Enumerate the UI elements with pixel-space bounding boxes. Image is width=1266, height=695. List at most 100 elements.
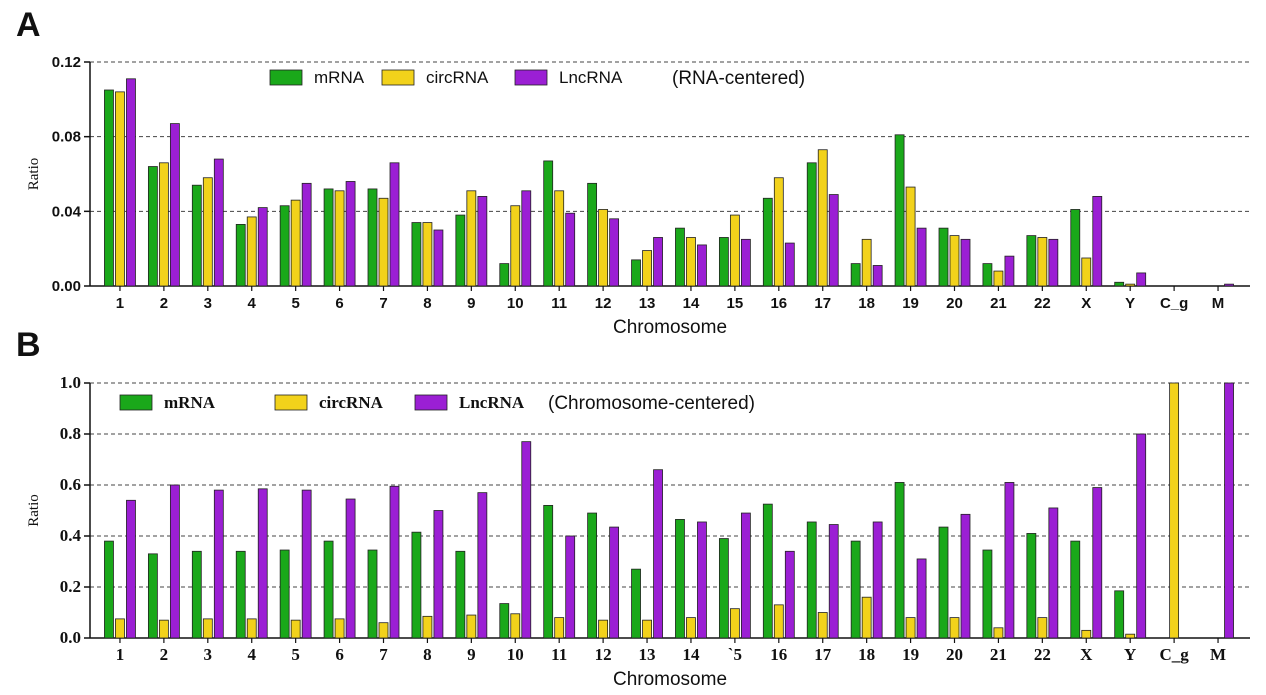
bar-circrna-19 [905, 617, 916, 639]
x-tick-label: 2 [160, 645, 169, 664]
bar-lncrna-15 [740, 238, 751, 287]
x-tick-label: 3 [204, 295, 212, 312]
x-tick-label: X [1080, 645, 1093, 664]
x-tick-label: 21 [990, 645, 1007, 664]
bar-mrna-9 [455, 550, 466, 639]
bar-lncrna-3 [213, 158, 224, 287]
bar-lncrna-13 [653, 237, 663, 287]
bar-mrna-13 [631, 259, 641, 287]
y-tick-label: 0.6 [60, 475, 81, 494]
x-tick-label: Y [1124, 645, 1136, 664]
bar-lncrna-17 [828, 194, 839, 287]
bar-lncrna-11 [565, 212, 576, 287]
x-tick-label: 10 [507, 645, 524, 664]
x-tick-label: Y [1125, 295, 1135, 312]
y-tick-label: 0.08 [52, 129, 81, 146]
bar-mrna-19 [894, 134, 905, 287]
bar-mrna-5 [279, 205, 290, 287]
bar-circrna-21 [993, 627, 1004, 639]
x-tick-label: 11 [551, 295, 567, 312]
bar-circrna-3 [202, 177, 213, 287]
bar-lncrna-17 [828, 524, 839, 639]
bar-circrna-4 [246, 216, 257, 287]
bar-circrna-8 [422, 222, 433, 287]
bar-lncrna-14 [697, 244, 707, 287]
bar-circrna-9 [466, 190, 477, 287]
bar-circrna-17 [817, 612, 828, 639]
x-tick-label: 22 [1034, 295, 1051, 312]
bar-circrna-6 [334, 618, 345, 639]
bar-circrna-11 [554, 190, 565, 287]
bar-circrna-12 [598, 209, 609, 287]
bar-lncrna-20 [960, 513, 971, 639]
bar-lncrna-18 [872, 521, 883, 639]
y-tick-label: 0.04 [52, 203, 82, 220]
bar-circrna-X [1081, 629, 1092, 639]
legend-label-mrna: mRNA [314, 68, 365, 87]
bar-circrna-20 [949, 235, 960, 287]
bar-lncrna-`5 [740, 512, 751, 639]
bar-mrna-3 [191, 550, 202, 639]
x-tick-label: 20 [946, 645, 963, 664]
bar-lncrna-8 [433, 229, 444, 287]
bar-mrna-12 [587, 182, 598, 287]
x-tick-label: 18 [858, 295, 875, 312]
bar-mrna-21 [982, 263, 993, 287]
x-tick-label: 13 [639, 645, 656, 664]
bar-mrna-3 [191, 184, 202, 287]
legend-swatch-mrna [119, 394, 153, 411]
bar-mrna-20 [938, 227, 949, 287]
bar-circrna-17 [817, 149, 828, 287]
bar-mrna-1 [104, 540, 114, 639]
bar-mrna-10 [499, 603, 510, 639]
x-tick-label: C_g [1159, 645, 1189, 664]
x-tick-label: 8 [423, 295, 431, 312]
x-tick-label: 13 [639, 295, 656, 312]
legend: mRNA circRNA LncRNA [119, 393, 525, 412]
bar-lncrna-M [1224, 283, 1234, 287]
y-axis-title: Ratio [26, 158, 42, 191]
bar-mrna-21 [982, 549, 993, 639]
bar-mrna-Y [1114, 281, 1125, 287]
legend-label-lncrna: LncRNA [559, 68, 623, 87]
x-tick-label: 6 [335, 645, 344, 664]
bar-lncrna-20 [960, 238, 971, 287]
x-tick-label: 7 [379, 645, 388, 664]
legend-swatch-lncrna [514, 69, 548, 86]
x-tick-label: 21 [990, 295, 1007, 312]
x-tick-label: 12 [595, 295, 612, 312]
bar-circrna-3 [202, 618, 213, 639]
x-tick-label: 11 [551, 645, 567, 664]
bar-lncrna-4 [257, 207, 268, 287]
x-tick-label: `5 [728, 645, 742, 664]
x-tick-label: 3 [204, 645, 213, 664]
legend: mRNA circRNA LncRNA [269, 68, 623, 87]
y-tick-label: 0.12 [52, 54, 81, 71]
legend-swatch-mrna [269, 69, 303, 86]
x-tick-label: 1 [116, 295, 124, 312]
bar-lncrna-19 [916, 558, 927, 639]
legend-swatch-circrna [381, 69, 415, 86]
x-tick-label: 16 [770, 645, 787, 664]
x-tick-label: 9 [467, 645, 476, 664]
bar-circrna-7 [378, 622, 389, 639]
bar-lncrna-10 [521, 441, 532, 639]
bar-lncrna-18 [872, 265, 883, 287]
panel-label: A [16, 6, 41, 44]
bar-mrna-19 [894, 482, 905, 639]
legend-label-mrna: mRNA [164, 393, 216, 412]
bar-mrna-X [1070, 209, 1081, 287]
bar-lncrna-2 [169, 123, 180, 287]
x-tick-label: 19 [902, 645, 919, 664]
bar-lncrna-9 [477, 492, 488, 639]
legend-swatch-circrna [274, 394, 308, 411]
bar-mrna-17 [806, 162, 817, 287]
y-tick-label: 0.00 [52, 278, 81, 295]
bar-mrna-10 [499, 263, 510, 287]
legend-swatch-lncrna [414, 394, 448, 411]
bar-mrna-6 [323, 540, 334, 639]
bar-mrna-16 [762, 197, 773, 287]
chart-panel-b: B0.00.20.40.60.81.01 2 3 4 5 6 7 8 9 10 11 12 13 14 `5… [16, 326, 1250, 690]
bar-lncrna-16 [784, 550, 795, 639]
bar-circrna-4 [246, 618, 257, 639]
